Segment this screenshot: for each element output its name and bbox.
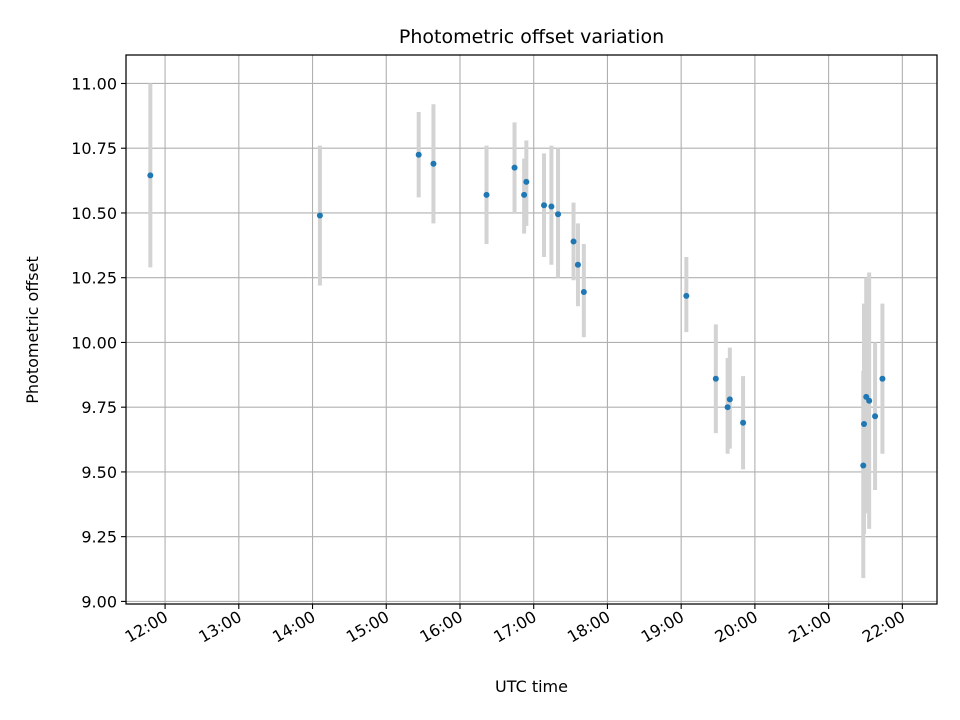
data-point: [521, 191, 528, 198]
data-point: [574, 261, 581, 268]
data-point: [483, 191, 490, 198]
y-tick-label: 10.50: [71, 204, 117, 223]
data-point: [415, 151, 422, 158]
data-point: [541, 202, 548, 209]
data-point: [511, 164, 518, 171]
y-axis-title: Photometric offset: [23, 256, 42, 404]
data-point: [860, 462, 867, 469]
y-tick-label: 9.75: [81, 398, 117, 417]
y-tick-label: 9.25: [81, 528, 117, 547]
data-points: [147, 151, 886, 469]
y-tick-label: 10.25: [71, 269, 117, 288]
data-point: [523, 178, 530, 185]
data-point: [861, 421, 868, 428]
plot-frame: [125, 54, 938, 605]
data-point: [555, 211, 562, 218]
data-point: [683, 292, 690, 299]
data-point: [580, 288, 587, 295]
data-point: [316, 212, 323, 219]
data-point: [548, 203, 555, 210]
data-point: [879, 375, 886, 382]
y-axis: 9.00 9.25 9.50 9.75 10.00 10.25 10.50 10.75 11.0…: [71, 74, 126, 611]
data-point: [724, 404, 731, 411]
data-point: [872, 413, 879, 420]
y-tick-label: 10.75: [71, 139, 117, 158]
y-tick-label: 9.00: [81, 592, 117, 611]
y-tick-label: 11.00: [71, 74, 117, 93]
data-point: [570, 238, 577, 245]
data-point: [726, 396, 733, 403]
data-point: [430, 160, 437, 167]
x-axis-title: UTC time: [495, 677, 568, 696]
y-tick-label: 10.00: [71, 333, 117, 352]
data-point: [866, 397, 873, 404]
y-tick-label: 9.50: [81, 463, 117, 482]
chart-title: Photometric offset variation: [399, 26, 664, 48]
grid: [126, 55, 937, 604]
data-point: [147, 172, 154, 179]
data-point: [740, 419, 747, 426]
data-point: [712, 375, 719, 382]
